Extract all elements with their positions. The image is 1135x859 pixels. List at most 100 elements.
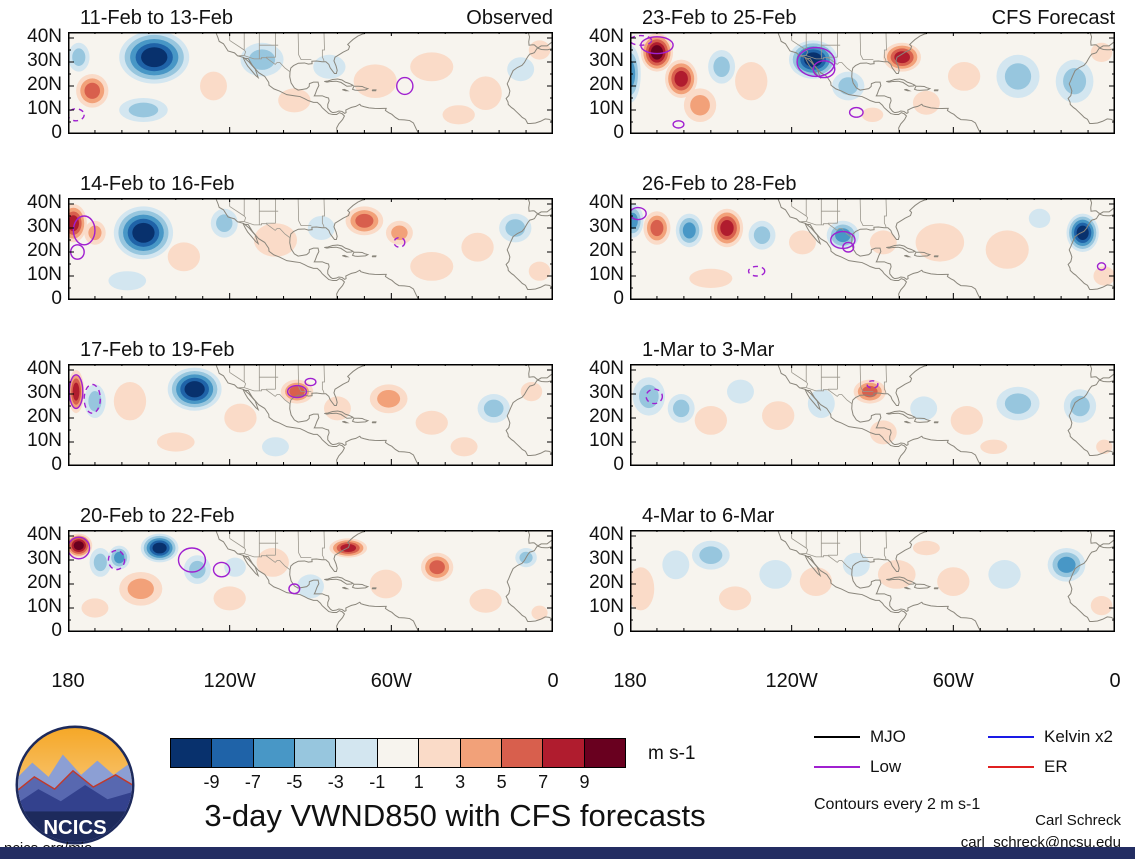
observed-column: 11-Feb to 13-Feb Observed 40N 30N 20N 10… (16, 6, 558, 696)
legend: MJO Kelvin x2 Low ER (814, 722, 1135, 782)
colorbar-tick-label: -5 (286, 772, 303, 792)
lon-tick-label: 0 (547, 670, 559, 692)
map-canvas (68, 530, 553, 632)
low-line-swatch (814, 766, 860, 768)
lon-tick-label: 0 (1109, 670, 1121, 692)
column-header-forecast: CFS Forecast (991, 7, 1115, 29)
colorbar-tick-label: -3 (327, 772, 344, 792)
contours-note: Contours every 2 m s-1 (814, 796, 981, 813)
lat-tick-label: 0 (613, 620, 624, 641)
lon-tick-label: 120W (203, 670, 256, 692)
lon-tick-label: 60W (370, 670, 412, 692)
lon-axis: 180 120W 60W 0 (51, 670, 558, 696)
colorbar-tick-label: -1 (369, 772, 386, 792)
lat-tick-label: 40N (589, 358, 624, 379)
lat-axis: 40N 30N 20N 10N 0 (16, 359, 68, 475)
panel-block: 11-Feb to 13-Feb Observed 40N 30N 20N 10… (16, 6, 553, 143)
map-canvas (630, 32, 1115, 134)
colorbar-cell (500, 738, 544, 768)
map-canvas (630, 198, 1115, 300)
lat-tick-label: 20N (27, 74, 62, 95)
lat-tick-label: 40N (589, 524, 624, 545)
lon-axis: 180 120W 60W 0 (613, 670, 1120, 696)
lat-tick-label: 30N (27, 216, 62, 237)
legend-label-kelvin: Kelvin x2 (1044, 727, 1113, 746)
colorbar-tick-label: -7 (244, 772, 261, 792)
units-label: m s-1 (648, 743, 696, 764)
lat-tick-label: 10N (27, 596, 62, 617)
colorbar-tick-label: 9 (579, 772, 590, 792)
lat-tick-label: 40N (589, 192, 624, 213)
lat-tick-label: 20N (589, 406, 624, 427)
map-canvas (68, 32, 553, 134)
lat-tick-label: 20N (27, 572, 62, 593)
map-canvas (630, 530, 1115, 632)
bottom-bar (0, 847, 1135, 859)
footer: NCICS -9 -7 -5 -3 -1 1 3 5 7 9 m s-1 MJO Kelvin x… (0, 696, 1135, 859)
lat-tick-label: 40N (27, 358, 62, 379)
panel-block: 1-Mar to 3-Mar 40N 30N 20N 10N 0 (578, 338, 1115, 475)
map-canvas (68, 364, 553, 466)
colorbar-cell (376, 738, 420, 768)
panel-title: 23-Feb to 25-Feb (642, 7, 797, 29)
ncics-logo: NCICS (14, 724, 136, 846)
lat-axis: 40N 30N 20N 10N 0 (578, 359, 630, 475)
lon-tick-label: 60W (932, 670, 974, 692)
colorbar-cell (211, 738, 254, 768)
lat-axis: 40N 30N 20N 10N 0 (16, 27, 68, 143)
colorbar-cell (418, 738, 461, 768)
colorbar-ticks: -9 -7 -5 -3 -1 1 3 5 7 9 (170, 772, 626, 794)
lat-axis: 40N 30N 20N 10N 0 (578, 525, 630, 641)
lat-tick-label: 10N (27, 430, 62, 451)
lat-tick-label: 40N (27, 192, 62, 213)
ncics-logo-text: NCICS (43, 817, 106, 839)
panel-block: 17-Feb to 19-Feb 40N 30N 20N 10N 0 (16, 338, 553, 475)
column-header-observed: Observed (466, 7, 553, 29)
lat-tick-label: 0 (613, 288, 624, 309)
kelvin-line-swatch (988, 736, 1034, 738)
legend-label-low: Low (870, 757, 902, 776)
colorbar-cell (252, 738, 296, 768)
panel-title: 17-Feb to 19-Feb (80, 339, 235, 361)
legend-row: Low ER (814, 752, 1135, 782)
ncics-logo-image: NCICS (15, 725, 135, 845)
panel-title: 20-Feb to 22-Feb (80, 505, 235, 527)
author-name: Carl Schreck (1035, 812, 1121, 829)
lat-axis: 40N 30N 20N 10N 0 (578, 193, 630, 309)
lat-axis: 40N 30N 20N 10N 0 (578, 27, 630, 143)
lat-tick-label: 0 (51, 288, 62, 309)
forecast-column: 23-Feb to 25-Feb CFS Forecast 40N 30N 20… (578, 6, 1120, 696)
lat-axis: 40N 30N 20N 10N 0 (16, 193, 68, 309)
panel-title: 26-Feb to 28-Feb (642, 173, 797, 195)
colorbar (170, 738, 626, 768)
lat-tick-label: 10N (589, 430, 624, 451)
lat-tick-label: 10N (589, 596, 624, 617)
mjo-line-swatch (814, 736, 860, 738)
panel-block: 23-Feb to 25-Feb CFS Forecast 40N 30N 20… (578, 6, 1115, 143)
legend-row: MJO Kelvin x2 (814, 722, 1135, 752)
colorbar-tick-label: 5 (496, 772, 507, 792)
colorbar-cell (335, 738, 378, 768)
figure-title: 3-day VWND850 with CFS forecasts (204, 798, 706, 833)
lat-tick-label: 30N (589, 382, 624, 403)
lat-tick-label: 10N (27, 264, 62, 285)
lat-tick-label: 20N (589, 240, 624, 261)
colorbar-tick-label: 7 (538, 772, 549, 792)
panel-title: 11-Feb to 13-Feb (80, 7, 234, 29)
colorbar-tick-label: 3 (455, 772, 466, 792)
panel-block: 20-Feb to 22-Feb 40N 30N 20N 10N 0 (16, 504, 553, 641)
lat-tick-label: 0 (51, 122, 62, 143)
lat-tick-label: 30N (589, 548, 624, 569)
legend-label-er: ER (1044, 757, 1068, 776)
author-email: carl_schreck@ncsu.edu (960, 834, 1121, 851)
panel-block: 14-Feb to 16-Feb 40N 30N 20N 10N 0 (16, 172, 553, 309)
lon-tick-label: 180 (613, 670, 647, 692)
er-line-swatch (988, 766, 1034, 768)
legend-label-mjo: MJO (870, 727, 906, 746)
lat-tick-label: 30N (27, 382, 62, 403)
panel-title: 4-Mar to 6-Mar (642, 505, 775, 527)
lat-tick-label: 20N (27, 406, 62, 427)
map-canvas (68, 198, 553, 300)
lat-tick-label: 0 (51, 454, 62, 475)
colorbar-cell (170, 738, 213, 768)
